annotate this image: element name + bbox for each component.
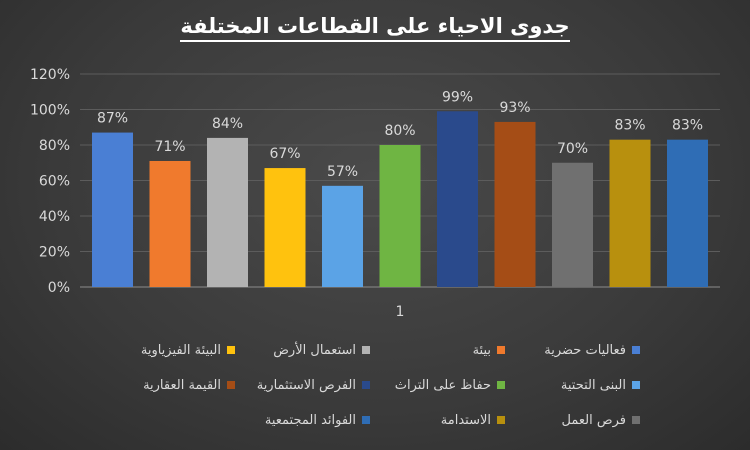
bar <box>207 137 248 287</box>
bar <box>609 139 651 287</box>
legend-item: الاستدامة <box>370 410 505 430</box>
data-label: 70% <box>557 141 588 157</box>
legend-swatch <box>632 381 640 389</box>
legend-label: الفرص الاستثمارية <box>256 377 356 393</box>
x-category-label: 1 <box>396 304 405 320</box>
data-label: 83% <box>614 118 645 134</box>
legend-swatch <box>632 346 640 354</box>
legend-item: حفاظ على التراث <box>370 375 505 395</box>
legend-label: البنى التحتية <box>560 377 626 393</box>
y-tick-label: 20% <box>39 245 70 261</box>
legend-swatch <box>362 346 370 354</box>
data-label: 80% <box>384 123 415 139</box>
legend-item: فعاليات حضرية <box>505 340 640 360</box>
legend-label: حفاظ على التراث <box>394 377 491 393</box>
legend-item: استعمال الأرض <box>235 340 370 360</box>
x-axis-categories: 1 <box>396 304 405 320</box>
bar <box>322 185 363 287</box>
y-tick-label: 80% <box>39 138 70 154</box>
data-label: 67% <box>269 146 300 162</box>
legend-label: فرص العمل <box>561 412 626 428</box>
y-tick-label: 100% <box>30 103 70 119</box>
y-tick-label: 0% <box>48 280 70 296</box>
data-label: 87% <box>97 111 128 127</box>
legend-item: بيئة <box>370 340 505 360</box>
bar <box>437 111 478 288</box>
legend-swatch <box>362 416 370 424</box>
data-label: 83% <box>672 118 703 134</box>
legend-item: الفرص الاستثمارية <box>235 375 370 395</box>
legend-swatch <box>227 381 235 389</box>
bar-chart: 0% 20% 40% 60% 80% 100% 120% 87% 71% 84% 67% 57% 80… <box>30 67 720 320</box>
data-label: 84% <box>212 116 243 132</box>
chart-title: جدوى الاحياء على القطاعات المختلفة <box>0 14 750 42</box>
legend-swatch <box>227 346 235 354</box>
legend-swatch <box>497 346 505 354</box>
legend: فعاليات حضرية بيئة استعمال الأرض البيئة الف… <box>100 340 640 430</box>
legend-item: البنى التحتية <box>505 375 640 395</box>
data-label: 93% <box>499 100 530 116</box>
legend-item: فرص العمل <box>505 410 640 430</box>
legend-item: الفوائد المجتمعية <box>235 410 370 430</box>
bars <box>92 111 708 288</box>
legend-label: بيئة <box>472 342 491 358</box>
bar <box>264 168 306 287</box>
legend-swatch <box>497 416 505 424</box>
data-labels: 87% 71% 84% 67% 57% 80% 99% 93% 70% 83% 83% <box>97 89 703 180</box>
legend-swatch <box>497 381 505 389</box>
bar <box>552 162 593 287</box>
data-label: 57% <box>327 164 358 180</box>
bar <box>92 132 133 287</box>
legend-swatch <box>362 381 370 389</box>
legend-item: البيئة الفيزياوية <box>100 340 235 360</box>
legend-label: فعاليات حضرية <box>544 342 626 358</box>
bar <box>494 121 536 287</box>
legend-label: الفوائد المجتمعية <box>264 412 356 428</box>
y-tick-label: 120% <box>30 67 70 83</box>
legend-swatch <box>632 416 640 424</box>
legend-label: البيئة الفيزياوية <box>140 342 221 358</box>
legend-label: الاستدامة <box>440 412 491 428</box>
data-label: 71% <box>154 139 185 155</box>
chart-title-text: جدوى الاحياء على القطاعات المختلفة <box>180 14 570 42</box>
legend-item: القيمة العقارية <box>100 375 235 395</box>
legend-label: القيمة العقارية <box>143 377 221 393</box>
bar <box>149 160 191 287</box>
data-label: 99% <box>442 89 473 105</box>
bar <box>379 145 421 287</box>
y-tick-label: 60% <box>39 174 70 190</box>
y-axis-ticks: 0% 20% 40% 60% 80% 100% 120% <box>30 67 70 296</box>
bar <box>667 139 708 287</box>
legend-label: استعمال الأرض <box>273 342 356 358</box>
y-tick-label: 40% <box>39 209 70 225</box>
